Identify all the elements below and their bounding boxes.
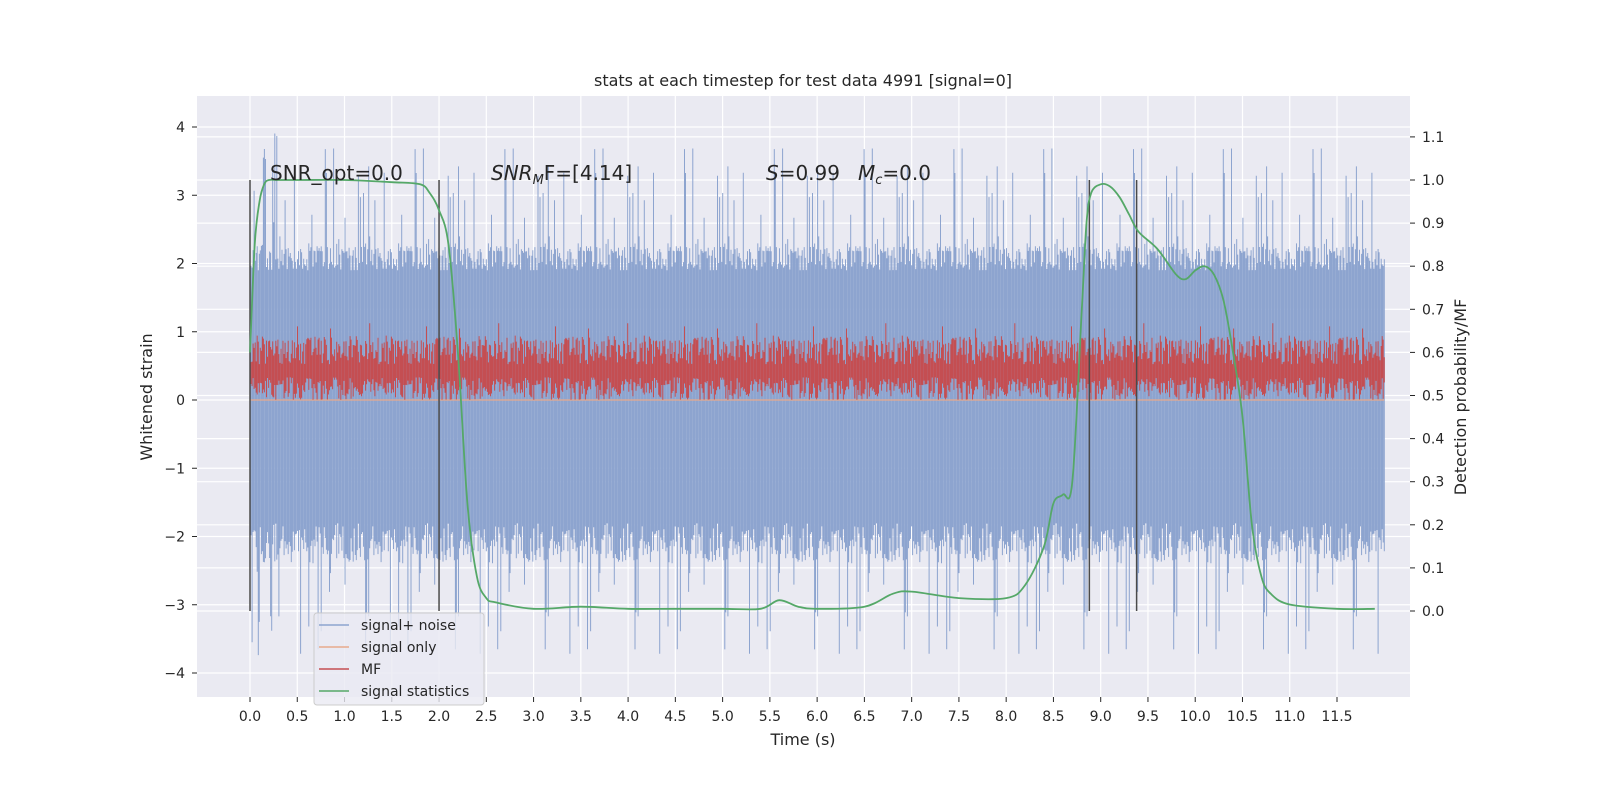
y2-tick-label: 1.0 (1422, 173, 1444, 189)
x-tick-label: 6.0 (806, 709, 828, 725)
x-tick-label: 9.0 (1090, 709, 1112, 725)
snr-mf-sub: M (533, 173, 544, 188)
y2-tick-label: 0.8 (1422, 259, 1444, 275)
x-tick-label: 10.0 (1180, 709, 1211, 725)
y-tick-label: 4 (176, 120, 185, 136)
annotation-snr-mf: SNRMF=[4.14] (491, 161, 632, 188)
x-tick-label: 2.5 (475, 709, 497, 725)
snr-mf-prefix: SNR (491, 161, 533, 185)
x-tick-label: 9.5 (1137, 709, 1159, 725)
annotation-mc: Mc=0.0 (858, 161, 931, 188)
y2-tick-label: 0.9 (1422, 216, 1444, 232)
x-tick-label: 11.5 (1321, 709, 1352, 725)
chart-title: stats at each timestep for test data 499… (594, 71, 1012, 90)
x-tick-label: 5.5 (759, 709, 781, 725)
x-tick-label: 8.5 (1042, 709, 1064, 725)
x-axis-title: Time (s) (769, 730, 835, 749)
mc-label: M (858, 161, 875, 185)
x-tick-label: 4.5 (664, 709, 686, 725)
mc-sub: c (875, 173, 882, 188)
y2-tick-label: 0.3 (1422, 475, 1444, 491)
y2-axis-title: Detection probability/MF (1451, 299, 1470, 496)
y-axis-title: Whitened strain (137, 333, 156, 460)
x-tick-label: 0.0 (239, 709, 261, 725)
y2-tick-label: 1.1 (1422, 130, 1444, 146)
x-tick-label: 1.5 (381, 709, 403, 725)
annotation-s: S=0.99 (766, 161, 840, 185)
x-tick-label: 7.5 (948, 709, 970, 725)
legend-label-signal-noise: signal+ noise (361, 618, 456, 634)
y2-axis-ticks: 1.1 1.0 0.9 0.8 0.7 0.6 0.5 0.4 0.3 0.2 0.1 0.0 (1410, 130, 1444, 620)
y-tick-label: 1 (176, 325, 185, 341)
x-tick-label: 3.5 (570, 709, 592, 725)
annotation-snr-opt: SNR_opt=0.0 (270, 161, 403, 185)
legend-label-signal-only: signal only (361, 640, 436, 656)
y-tick-label: −1 (164, 461, 185, 477)
legend-label-signal-statistics: signal statistics (361, 684, 469, 700)
x-tick-label: 5.0 (711, 709, 733, 725)
vertical-markers (249, 180, 1138, 611)
x-tick-label: 8.0 (995, 709, 1017, 725)
x-tick-label: 7.0 (901, 709, 923, 725)
y2-tick-label: 0.4 (1422, 432, 1444, 448)
series-signal-statistics (249, 178, 1375, 611)
y2-tick-label: 0.1 (1422, 561, 1444, 577)
y2-tick-label: 0.5 (1422, 389, 1444, 405)
legend: signal+ noise signal only MF signal stat… (313, 612, 485, 706)
s-value: =0.99 (779, 161, 840, 185)
x-axis-ticks: 0.0 0.5 1.0 1.5 2.0 2.5 3.0 3.5 4.0 4.5 5.0 5.5 6.0 6… (239, 697, 1353, 725)
x-tick-label: 0.5 (286, 709, 308, 725)
y-tick-label: −4 (164, 666, 185, 682)
y2-tick-label: 0.6 (1422, 345, 1444, 361)
y2-tick-label: 0.0 (1422, 604, 1444, 620)
y-axis-ticks: 4 3 2 1 0 −1 −2 −3 −4 (164, 120, 197, 682)
y-tick-label: 0 (176, 393, 185, 409)
y-tick-label: 3 (176, 188, 185, 204)
y-tick-label: −2 (164, 530, 185, 546)
y2-tick-label: 0.7 (1422, 302, 1444, 318)
s-label: S (766, 161, 779, 185)
x-tick-label: 10.5 (1227, 709, 1258, 725)
y-tick-label: −3 (164, 598, 185, 614)
x-tick-label: 3.0 (522, 709, 544, 725)
legend-box (313, 612, 485, 706)
legend-label-mf: MF (361, 662, 381, 678)
x-tick-label: 11.0 (1274, 709, 1305, 725)
x-tick-label: 1.0 (333, 709, 355, 725)
snr-mf-suffix: F=[4.14] (544, 161, 632, 185)
mc-value: =0.0 (882, 161, 931, 185)
x-tick-label: 2.0 (428, 709, 450, 725)
y2-tick-label: 0.2 (1422, 518, 1444, 534)
x-tick-label: 4.0 (617, 709, 639, 725)
y-tick-label: 2 (176, 257, 185, 273)
x-tick-label: 6.5 (853, 709, 875, 725)
